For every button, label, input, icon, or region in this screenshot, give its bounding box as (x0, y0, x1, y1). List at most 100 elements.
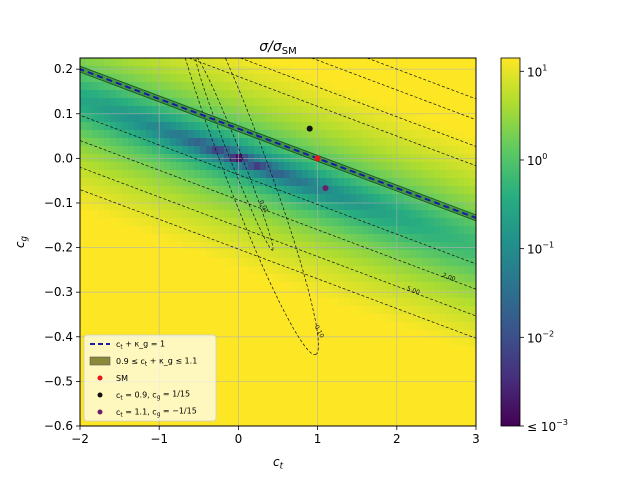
heat-cell (464, 82, 471, 91)
heat-cell (308, 314, 315, 323)
heat-cell (224, 234, 231, 243)
heat-cell (458, 250, 465, 259)
heat-cell (176, 114, 183, 123)
heat-cell (368, 58, 375, 67)
heat-cell (284, 218, 291, 227)
heat-cell (446, 330, 453, 339)
heat-cell (428, 122, 435, 131)
heat-cell (200, 178, 207, 187)
heat-cell (332, 218, 339, 227)
heat-cell (398, 242, 405, 251)
heat-cell (236, 234, 243, 243)
heat-cell (278, 378, 285, 387)
heat-cell (452, 402, 459, 411)
heat-cell (158, 90, 165, 99)
heat-cell (272, 194, 279, 203)
heat-cell (254, 410, 261, 419)
heat-cell (296, 282, 303, 291)
heat-cell (176, 290, 183, 299)
heat-cell (302, 106, 309, 115)
heat-cell (272, 250, 279, 259)
heat-cell (440, 410, 447, 419)
heat-cell (86, 322, 93, 331)
heat-cell (434, 378, 441, 387)
heat-cell (146, 130, 153, 139)
heat-cell (326, 66, 333, 75)
colorbar-tick-label: ≤ 10−3 (527, 418, 568, 434)
heat-cell (188, 66, 195, 75)
heat-cell (206, 178, 213, 187)
heat-cell (362, 194, 369, 203)
heat-cell (422, 394, 429, 403)
heat-cell (92, 266, 99, 275)
heat-cell (458, 90, 465, 99)
heat-cell (404, 306, 411, 315)
heat-cell (338, 322, 345, 331)
heat-cell (308, 90, 315, 99)
heat-cell (242, 338, 249, 347)
heat-cell (404, 58, 411, 67)
heat-cell (416, 250, 423, 259)
heat-cell (278, 130, 285, 139)
heat-cell (392, 322, 399, 331)
heat-cell (380, 218, 387, 227)
heat-cell (116, 314, 123, 323)
heat-cell (128, 298, 135, 307)
constraint-line (80, 68, 476, 219)
heat-cell (236, 66, 243, 75)
heat-cell (386, 298, 393, 307)
heat-cell (128, 178, 135, 187)
heat-cell (212, 194, 219, 203)
heat-cell (104, 202, 111, 211)
heat-cell (308, 130, 315, 139)
heat-cell (206, 82, 213, 91)
heat-cell (218, 298, 225, 307)
heat-cell (242, 98, 249, 107)
heat-cell (98, 314, 105, 323)
heat-cell (392, 282, 399, 291)
heat-cell (284, 234, 291, 243)
heat-cell (470, 290, 476, 299)
heat-cell (416, 106, 423, 115)
heat-cell (434, 258, 441, 267)
heat-cell (440, 258, 447, 267)
heat-cell (116, 210, 123, 219)
heat-cell (92, 106, 99, 115)
x-axis-label: ct​ (273, 455, 284, 472)
heat-cell (152, 258, 159, 267)
heat-cell (104, 306, 111, 315)
heat-cell (392, 194, 399, 203)
heat-cell (134, 250, 141, 259)
heat-cell (368, 378, 375, 387)
heat-cell (368, 170, 375, 179)
heat-cell (152, 218, 159, 227)
heat-cell (170, 210, 177, 219)
heat-cell (134, 322, 141, 331)
heat-cell (242, 378, 249, 387)
heat-cell (260, 178, 267, 187)
heat-cell (428, 130, 435, 139)
heat-cell (200, 282, 207, 291)
heat-cell (176, 418, 183, 426)
heat-cell (296, 186, 303, 195)
heat-cell (410, 266, 417, 275)
heat-cell (242, 218, 249, 227)
heat-cell (446, 106, 453, 115)
heat-cell (338, 74, 345, 83)
heat-cell (152, 162, 159, 171)
heat-cell (206, 66, 213, 75)
heat-cell (218, 354, 225, 363)
heat-cell (98, 322, 105, 331)
heat-cell (458, 106, 465, 115)
heat-cell (404, 194, 411, 203)
heat-cell (92, 194, 99, 203)
heat-cell (104, 82, 111, 91)
heat-cell (344, 122, 351, 131)
heat-cell (122, 298, 129, 307)
heat-cell (386, 282, 393, 291)
heat-cell (206, 226, 213, 235)
heat-cell (386, 354, 393, 363)
heat-cell (230, 418, 237, 426)
heat-cell (128, 210, 135, 219)
heat-cell (272, 290, 279, 299)
